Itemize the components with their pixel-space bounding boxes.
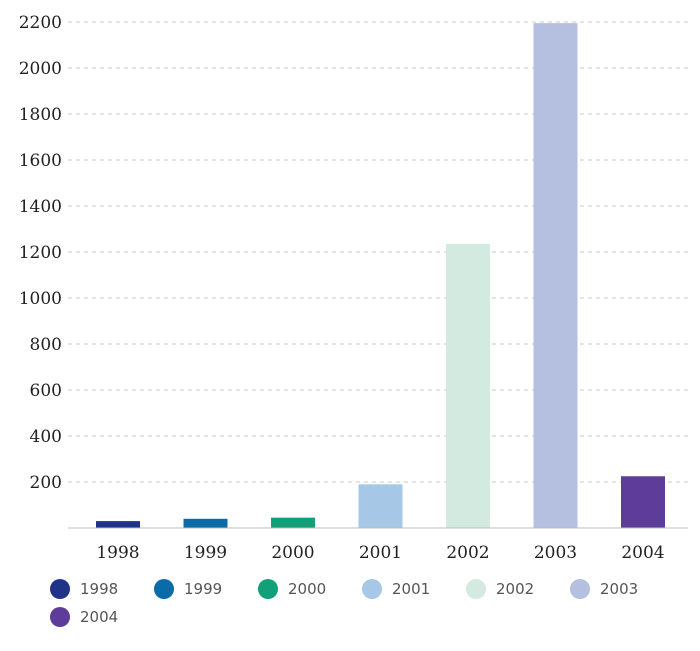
legend-swatch <box>362 579 382 599</box>
x-axis-ticks: 1998 1999 2000 2001 2002 2003 2004 <box>96 543 664 563</box>
x-tick-label: 1999 <box>184 543 227 563</box>
legend-swatch <box>50 579 70 599</box>
y-tick-label: 800 <box>30 335 62 355</box>
legend-label: 2001 <box>392 580 431 598</box>
x-tick-label: 2003 <box>534 543 577 563</box>
legend-item-2004[interactable]: 2004 <box>50 606 154 628</box>
y-tick-label: 2000 <box>19 59 62 79</box>
legend-item-2000[interactable]: 2000 <box>258 578 362 600</box>
x-tick-label: 2000 <box>271 543 314 563</box>
y-tick-label: 1800 <box>19 105 62 125</box>
y-tick-label: 200 <box>30 473 62 493</box>
grid-lines <box>68 21 688 483</box>
bar-2002 <box>446 243 490 528</box>
legend-label: 2000 <box>288 580 327 598</box>
x-tick-label: 1998 <box>96 543 139 563</box>
bar-chart: 200 400 600 800 1000 1200 1400 1600 1800 2000 2200… <box>19 13 688 563</box>
bar-1999 <box>183 518 228 528</box>
bar-2001 <box>358 484 403 528</box>
legend-label: 2004 <box>80 608 119 626</box>
legend-item-2003[interactable]: 2003 <box>570 578 674 600</box>
x-tick-label: 2004 <box>621 543 664 563</box>
legend-label: 1999 <box>184 580 223 598</box>
y-axis-ticks: 200 400 600 800 1000 1200 1400 1600 1800 2000 2200 <box>19 13 62 493</box>
legend-swatch <box>50 607 70 627</box>
bar-2004 <box>621 476 665 528</box>
legend-label: 2002 <box>496 580 535 598</box>
legend-label: 1998 <box>80 580 119 598</box>
legend-swatch <box>258 579 278 599</box>
legend-swatch <box>154 579 174 599</box>
y-tick-label: 2200 <box>19 13 62 33</box>
bar-1998 <box>96 521 140 528</box>
legend-item-2001[interactable]: 2001 <box>362 578 466 600</box>
legend-item-2002[interactable]: 2002 <box>466 578 570 600</box>
y-tick-label: 1600 <box>19 151 62 171</box>
y-tick-label: 1000 <box>19 289 62 309</box>
legend-label: 2003 <box>600 580 639 598</box>
y-tick-label: 600 <box>30 381 62 401</box>
legend-item-1999[interactable]: 1999 <box>154 578 258 600</box>
x-tick-label: 2002 <box>446 543 489 563</box>
y-tick-label: 1400 <box>19 197 62 217</box>
legend-swatch <box>570 579 590 599</box>
y-tick-label: 1200 <box>19 243 62 263</box>
legend-swatch <box>466 579 486 599</box>
chart-legend: 1998 1999 2000 2001 2002 2003 2004 <box>50 578 690 628</box>
bar-2003 <box>533 23 578 529</box>
y-tick-label: 400 <box>30 427 62 447</box>
legend-item-1998[interactable]: 1998 <box>50 578 154 600</box>
x-tick-label: 2001 <box>359 543 402 563</box>
bars <box>96 23 665 529</box>
bar-2000 <box>271 517 315 528</box>
